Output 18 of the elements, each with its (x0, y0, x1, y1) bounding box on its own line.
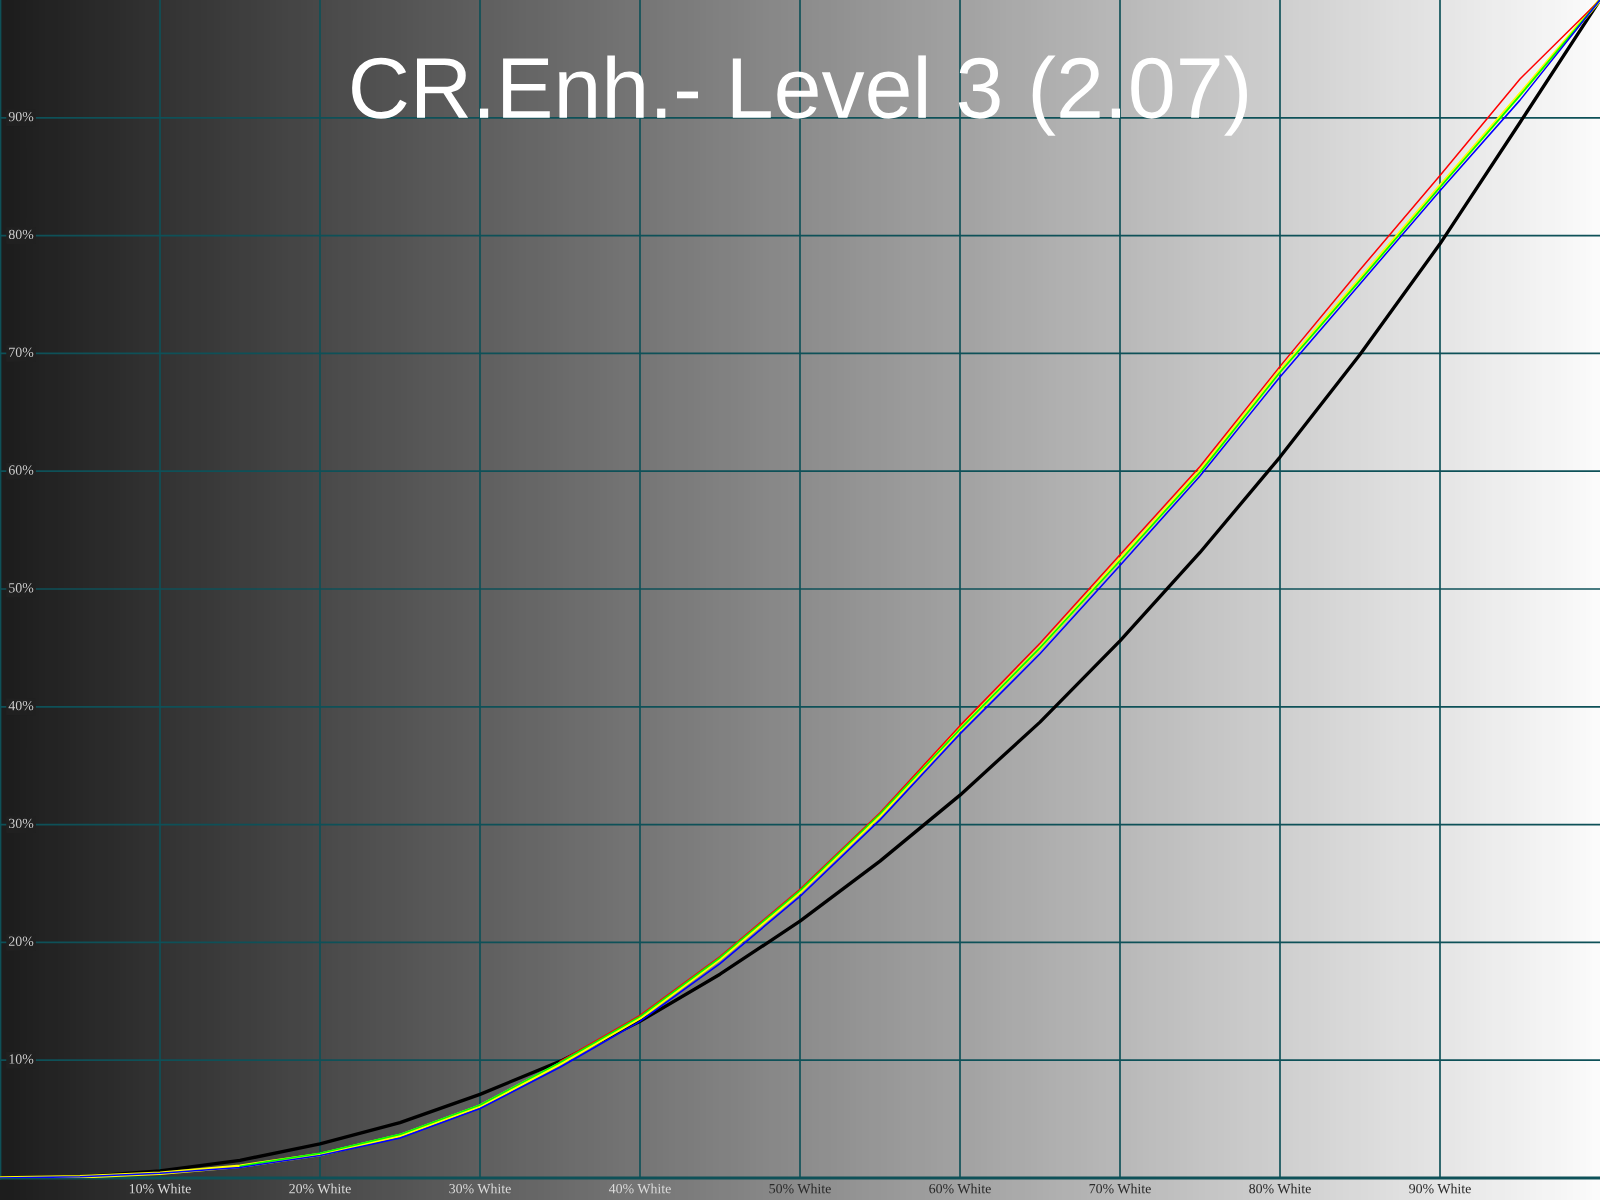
x-tick-label: 20% White (289, 1183, 351, 1194)
y-tick-label: 50% (9, 583, 34, 593)
y-tick-label: 40% (8, 700, 34, 711)
y-tick-label: 30% (9, 818, 34, 829)
x-tick-label: 90% White (1409, 1183, 1471, 1194)
y-tick-label: 70% (9, 347, 34, 357)
y-tick-label: 80% (8, 229, 34, 240)
y-tick-label: 20% (8, 936, 34, 946)
y-tick-label: 10% (9, 1054, 34, 1064)
x-tick-label: 70% White (1089, 1183, 1151, 1194)
x-tick-label: 50% White (769, 1183, 831, 1194)
x-tick-label: 30% White (449, 1183, 511, 1194)
x-tick-label: 80% White (1249, 1183, 1311, 1194)
x-tick-label: 60% White (929, 1183, 991, 1194)
y-tick-label: 60% (8, 465, 34, 475)
x-tick-label: 40% White (608, 1183, 671, 1194)
y-tick-label: 90% (8, 111, 34, 122)
x-tick-label: 10% White (129, 1183, 191, 1194)
